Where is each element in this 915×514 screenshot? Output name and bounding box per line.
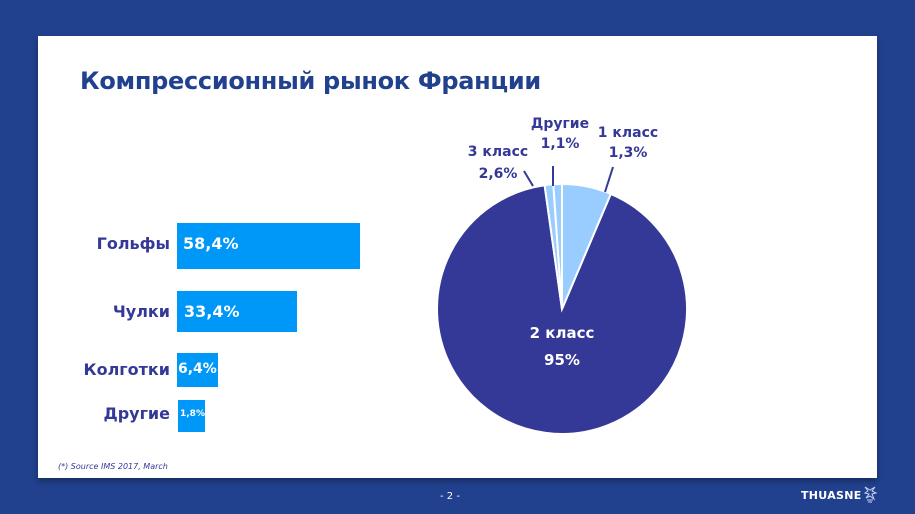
- bar-drugie: [178, 400, 205, 432]
- pie-label-other-name: Другие: [530, 116, 590, 132]
- source-note: (*) Source IMS 2017, March: [58, 462, 168, 471]
- pie-label-class1-name: 1 класс: [597, 125, 659, 141]
- leader-line-class3: [523, 170, 534, 187]
- pie-chart: [436, 166, 688, 435]
- pie-center-label: 2 класс: [529, 324, 595, 342]
- slide-panel: Компрессионный рынок Франции Гольфы 58,4…: [38, 36, 877, 478]
- pie-center-value: 95%: [544, 351, 580, 369]
- pie-slice-class2: [436, 184, 688, 435]
- pie-label-other: Другие 1,1%: [526, 114, 594, 154]
- pie-slice-class1: [561, 182, 613, 310]
- pie-label-class3: 3 класс 2,6%: [466, 142, 530, 184]
- pie-label-class3-name: 3 класс: [467, 144, 529, 160]
- page-number: - 2 -: [440, 491, 460, 502]
- bar-value-chulki: 33,4%: [184, 302, 240, 321]
- pie-label-class1: 1 класс 1,3%: [594, 123, 662, 163]
- bar-kolgotki: [177, 353, 218, 387]
- pie-label-class1-value: 1,3%: [608, 145, 648, 161]
- bar-value-drugie: 1,8%: [180, 409, 205, 419]
- bar-label-kolgotki: Колготки: [83, 360, 170, 379]
- bar-value-golfy: 58,4%: [183, 234, 239, 253]
- slide-title: Компрессионный рынок Франции: [80, 67, 541, 95]
- bar-label-chulki: Чулки: [112, 302, 170, 321]
- bar-value-kolgotki: 6,4%: [178, 361, 217, 377]
- bar-label-golfy: Гольфы: [96, 234, 170, 253]
- bar-chulki: [177, 291, 297, 332]
- brand-logo: THUASNE: [801, 489, 862, 502]
- bar-label-drugie: Другие: [103, 404, 170, 423]
- thuasne-figure-icon: [863, 486, 878, 503]
- bar-golfy: [177, 223, 360, 269]
- leader-line-class1: [604, 166, 614, 193]
- pie-label-other-value: 1,1%: [540, 136, 580, 152]
- pie-label-class3-value: 2,6%: [478, 166, 518, 182]
